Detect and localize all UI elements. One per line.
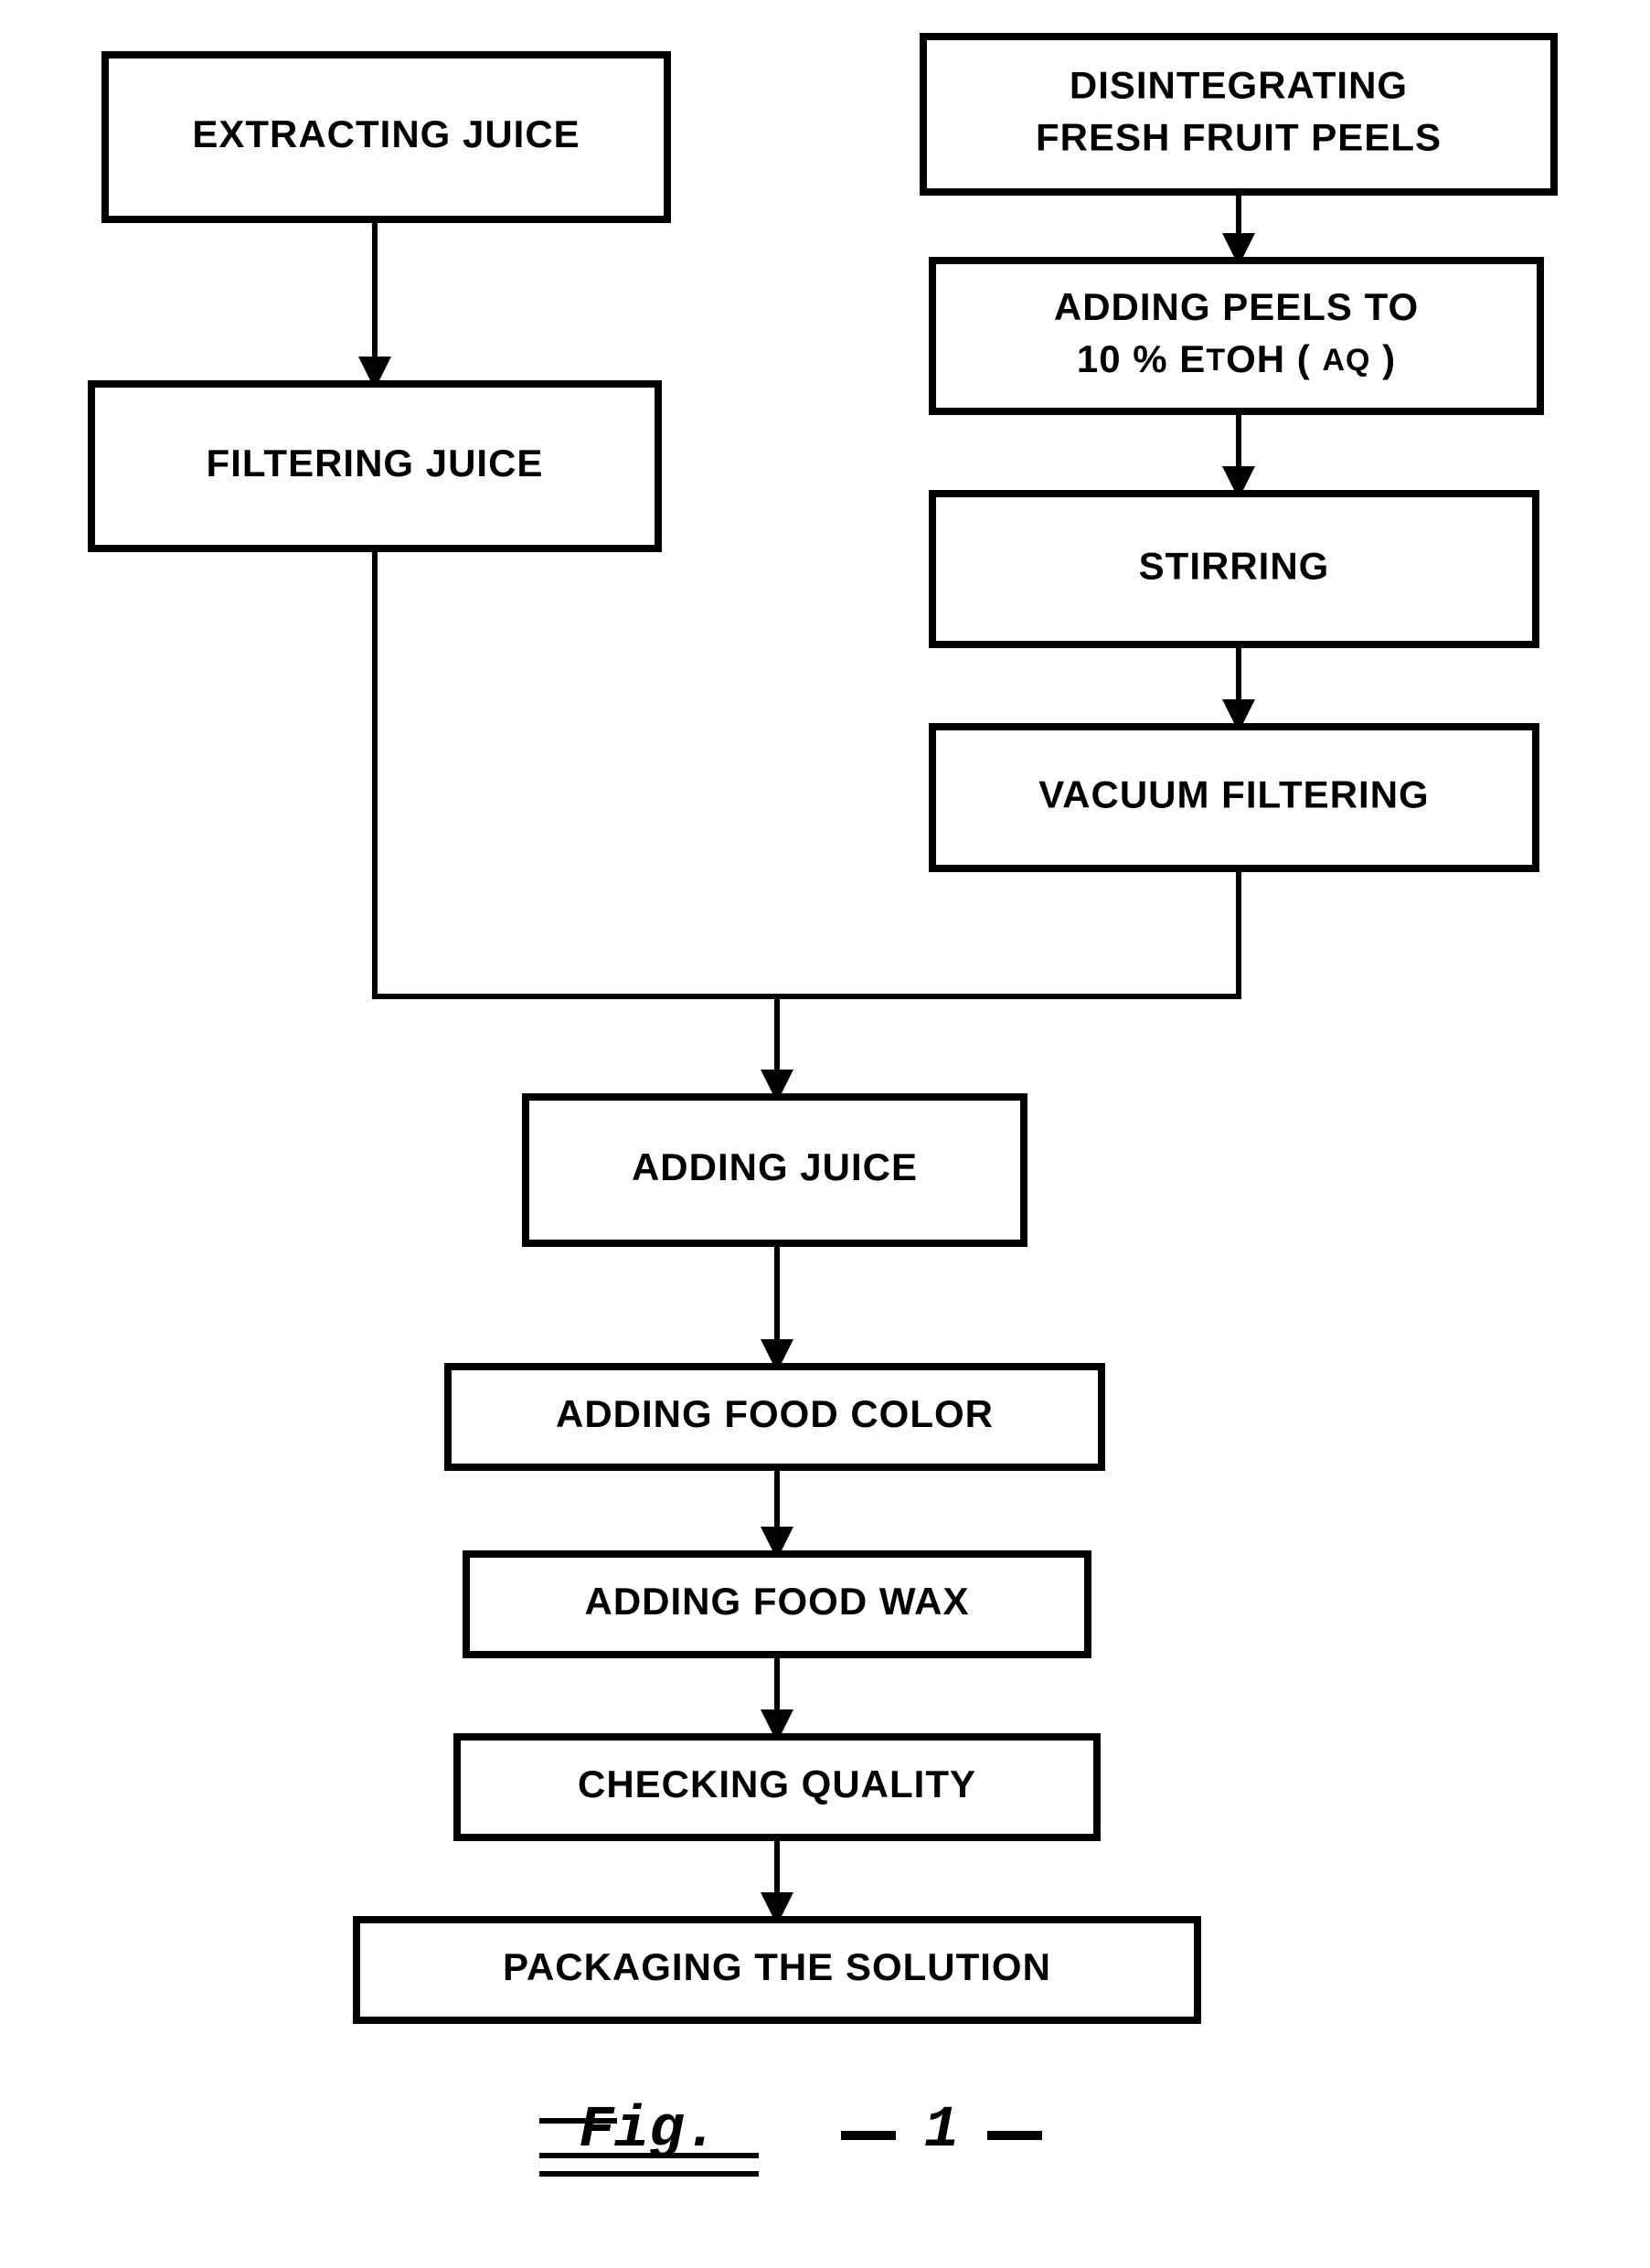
flowchart-svg: EXTRACTING JUICE FILTERING JUICE DISINTEGR… xyxy=(0,0,1650,2268)
node-vacuum: VACUUM FILTERING xyxy=(932,727,1536,868)
node-filter_juice: FILTERING JUICE xyxy=(91,384,658,548)
node-label-check-line0: CHECKING QUALITY xyxy=(578,1762,976,1805)
edge-filter_juice-add_juice xyxy=(375,548,777,1097)
node-label-add_peels-line1: 10 % ETOH ( AQ ) xyxy=(1077,337,1396,380)
node-label-add_peels-line0: ADDING PEELS TO xyxy=(1054,285,1419,328)
node-add_color: ADDING FOOD COLOR xyxy=(448,1367,1102,1467)
node-label-vacuum-line0: VACUUM FILTERING xyxy=(1038,773,1429,816)
node-extract: EXTRACTING JUICE xyxy=(105,55,667,219)
node-label-add_juice-line0: ADDING JUICE xyxy=(632,1145,918,1188)
node-label-add_wax-line0: ADDING FOOD WAX xyxy=(585,1580,970,1623)
node-add_peels: ADDING PEELS TO 10 % ETOH ( AQ ) xyxy=(932,261,1540,411)
node-label-stirring-line0: STIRRING xyxy=(1139,545,1330,588)
node-disintegrate: DISINTEGRATING FRESH FRUIT PEELS xyxy=(923,37,1554,192)
node-add_wax: ADDING FOOD WAX xyxy=(466,1554,1088,1655)
node-stirring: STIRRING xyxy=(932,494,1536,644)
node-label-extract-line0: EXTRACTING JUICE xyxy=(192,112,580,155)
node-label-add_color-line0: ADDING FOOD COLOR xyxy=(556,1392,994,1435)
node-package: PACKAGING THE SOLUTION xyxy=(357,1920,1198,2020)
edge-vacuum-add_juice xyxy=(777,868,1239,996)
node-label-package-line0: PACKAGING THE SOLUTION xyxy=(503,1945,1051,1988)
node-check: CHECKING QUALITY xyxy=(457,1737,1097,1837)
figure-caption-number: 1 xyxy=(924,2098,959,2164)
flowchart-root: EXTRACTING JUICE FILTERING JUICE DISINTEGR… xyxy=(0,0,1650,2268)
node-label-disintegrate-line0: DISINTEGRATING xyxy=(1070,64,1408,107)
node-add_juice: ADDING JUICE xyxy=(526,1097,1024,1243)
node-label-disintegrate-line1: FRESH FRUIT PEELS xyxy=(1036,115,1442,158)
figure-caption: Fig.1 xyxy=(539,2098,1042,2174)
node-label-filter_juice-line0: FILTERING JUICE xyxy=(207,442,544,484)
